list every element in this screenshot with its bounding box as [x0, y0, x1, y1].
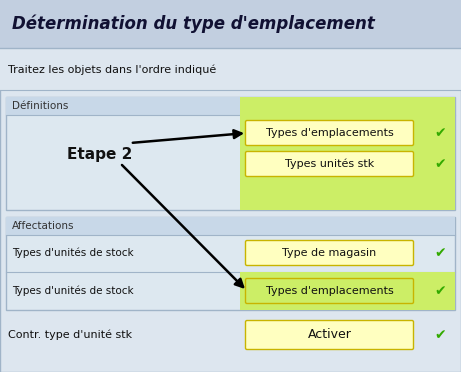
Text: Etape 2: Etape 2	[67, 148, 133, 163]
Bar	[6, 217, 455, 235]
Text: Contr. type d'unité stk: Contr. type d'unité stk	[8, 330, 132, 340]
Bar	[0, 0, 461, 48]
Text: Type de magasin: Type de magasin	[283, 248, 377, 258]
Bar	[240, 97, 455, 210]
Text: Types unités stk: Types unités stk	[285, 159, 374, 169]
Text: Définitions: Définitions	[12, 101, 68, 111]
Text: Affectations: Affectations	[12, 221, 75, 231]
Bar	[6, 97, 455, 115]
Text: Types d'emplacements: Types d'emplacements	[266, 128, 393, 138]
FancyBboxPatch shape	[246, 151, 414, 176]
Bar	[0, 48, 461, 90]
Text: Détermination du type d'emplacement: Détermination du type d'emplacement	[12, 15, 375, 33]
FancyBboxPatch shape	[246, 121, 414, 145]
Text: ✔: ✔	[434, 246, 446, 260]
Bar	[6, 217, 455, 310]
Bar	[6, 97, 455, 210]
Text: Activer: Activer	[307, 328, 351, 341]
Text: Types d'emplacements: Types d'emplacements	[266, 286, 393, 296]
Text: ✔: ✔	[434, 157, 446, 171]
Text: Traitez les objets dans l'ordre indiqué: Traitez les objets dans l'ordre indiqué	[8, 65, 216, 75]
Text: ✔: ✔	[434, 126, 446, 140]
Text: ✔: ✔	[434, 284, 446, 298]
Text: Types d'unités de stock: Types d'unités de stock	[12, 248, 134, 258]
FancyBboxPatch shape	[246, 321, 414, 350]
Text: ✔: ✔	[434, 328, 446, 342]
Text: Types d'unités de stock: Types d'unités de stock	[12, 286, 134, 296]
FancyBboxPatch shape	[246, 241, 414, 266]
FancyBboxPatch shape	[246, 279, 414, 304]
Bar	[240, 272, 455, 310]
